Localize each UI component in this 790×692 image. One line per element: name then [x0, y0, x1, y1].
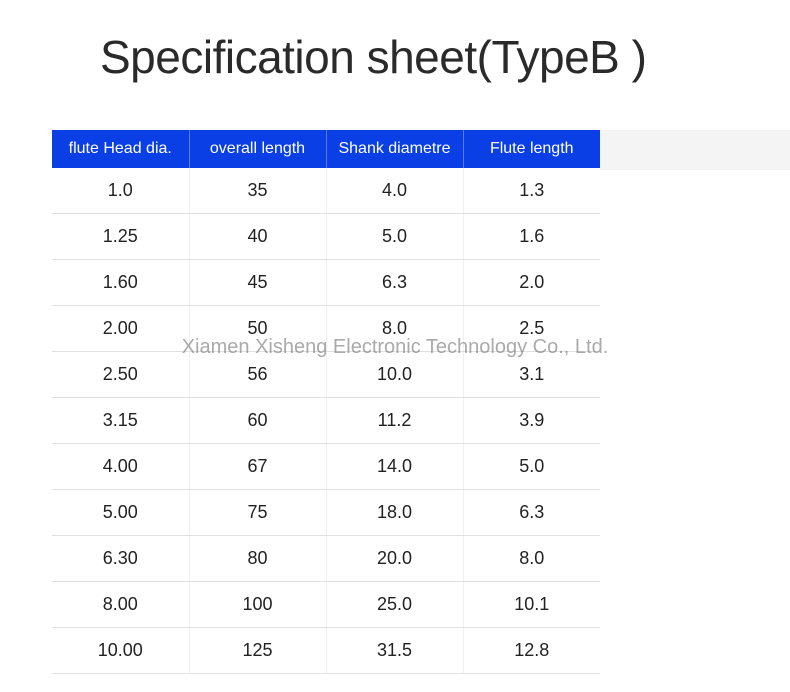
table-cell: 2.50: [52, 352, 189, 398]
table-cell: 8.0: [326, 306, 463, 352]
table-row: 8.0010025.010.1: [52, 582, 600, 628]
table-cell: 6.30: [52, 536, 189, 582]
table-row: 1.60456.32.0: [52, 260, 600, 306]
table-cell: 14.0: [326, 444, 463, 490]
table-cell: 75: [189, 490, 326, 536]
table-cell: 2.00: [52, 306, 189, 352]
table-cell: 35: [189, 168, 326, 214]
table-cell: 11.2: [326, 398, 463, 444]
table-row: 4.006714.05.0: [52, 444, 600, 490]
table-cell: 1.0: [52, 168, 189, 214]
table-cell: 5.0: [463, 444, 600, 490]
table-cell: 4.0: [326, 168, 463, 214]
table-cell: 3.1: [463, 352, 600, 398]
table-body: 1.0354.01.31.25405.01.61.60456.32.02.005…: [52, 168, 600, 674]
table-cell: 60: [189, 398, 326, 444]
table-cell: 2.5: [463, 306, 600, 352]
table-cell: 1.60: [52, 260, 189, 306]
table-row: 3.156011.23.9: [52, 398, 600, 444]
table-cell: 1.6: [463, 214, 600, 260]
table-cell: 12.8: [463, 628, 600, 674]
table-cell: 31.5: [326, 628, 463, 674]
spec-table: flute Head dia. overall length Shank dia…: [52, 130, 600, 674]
table-cell: 18.0: [326, 490, 463, 536]
spec-table-container: flute Head dia. overall length Shank dia…: [52, 130, 600, 674]
table-cell: 20.0: [326, 536, 463, 582]
table-cell: 67: [189, 444, 326, 490]
table-cell: 1.25: [52, 214, 189, 260]
table-row: 10.0012531.512.8: [52, 628, 600, 674]
table-row: 1.0354.01.3: [52, 168, 600, 214]
table-cell: 25.0: [326, 582, 463, 628]
table-cell: 45: [189, 260, 326, 306]
col-header-shank-diametre: Shank diametre: [326, 130, 463, 168]
table-cell: 100: [189, 582, 326, 628]
table-cell: 125: [189, 628, 326, 674]
table-cell: 80: [189, 536, 326, 582]
col-header-overall-length: overall length: [189, 130, 326, 168]
table-cell: 2.0: [463, 260, 600, 306]
table-cell: 5.00: [52, 490, 189, 536]
table-cell: 8.00: [52, 582, 189, 628]
table-cell: 10.0: [326, 352, 463, 398]
table-row: 2.00508.02.5: [52, 306, 600, 352]
table-header-row: flute Head dia. overall length Shank dia…: [52, 130, 600, 168]
table-row: 5.007518.06.3: [52, 490, 600, 536]
table-cell: 50: [189, 306, 326, 352]
table-row: 1.25405.01.6: [52, 214, 600, 260]
table-cell: 5.0: [326, 214, 463, 260]
table-cell: 8.0: [463, 536, 600, 582]
table-cell: 10.1: [463, 582, 600, 628]
table-cell: 6.3: [326, 260, 463, 306]
table-cell: 4.00: [52, 444, 189, 490]
table-cell: 40: [189, 214, 326, 260]
table-cell: 6.3: [463, 490, 600, 536]
page-title: Specification sheet(TypeB ): [100, 30, 646, 84]
table-cell: 1.3: [463, 168, 600, 214]
col-header-flute-head-dia: flute Head dia.: [52, 130, 189, 168]
table-row: 2.505610.03.1: [52, 352, 600, 398]
col-header-flute-length: Flute length: [463, 130, 600, 168]
table-cell: 3.9: [463, 398, 600, 444]
table-cell: 10.00: [52, 628, 189, 674]
table-cell: 56: [189, 352, 326, 398]
table-cell: 3.15: [52, 398, 189, 444]
table-row: 6.308020.08.0: [52, 536, 600, 582]
decorative-shade: [600, 130, 790, 170]
